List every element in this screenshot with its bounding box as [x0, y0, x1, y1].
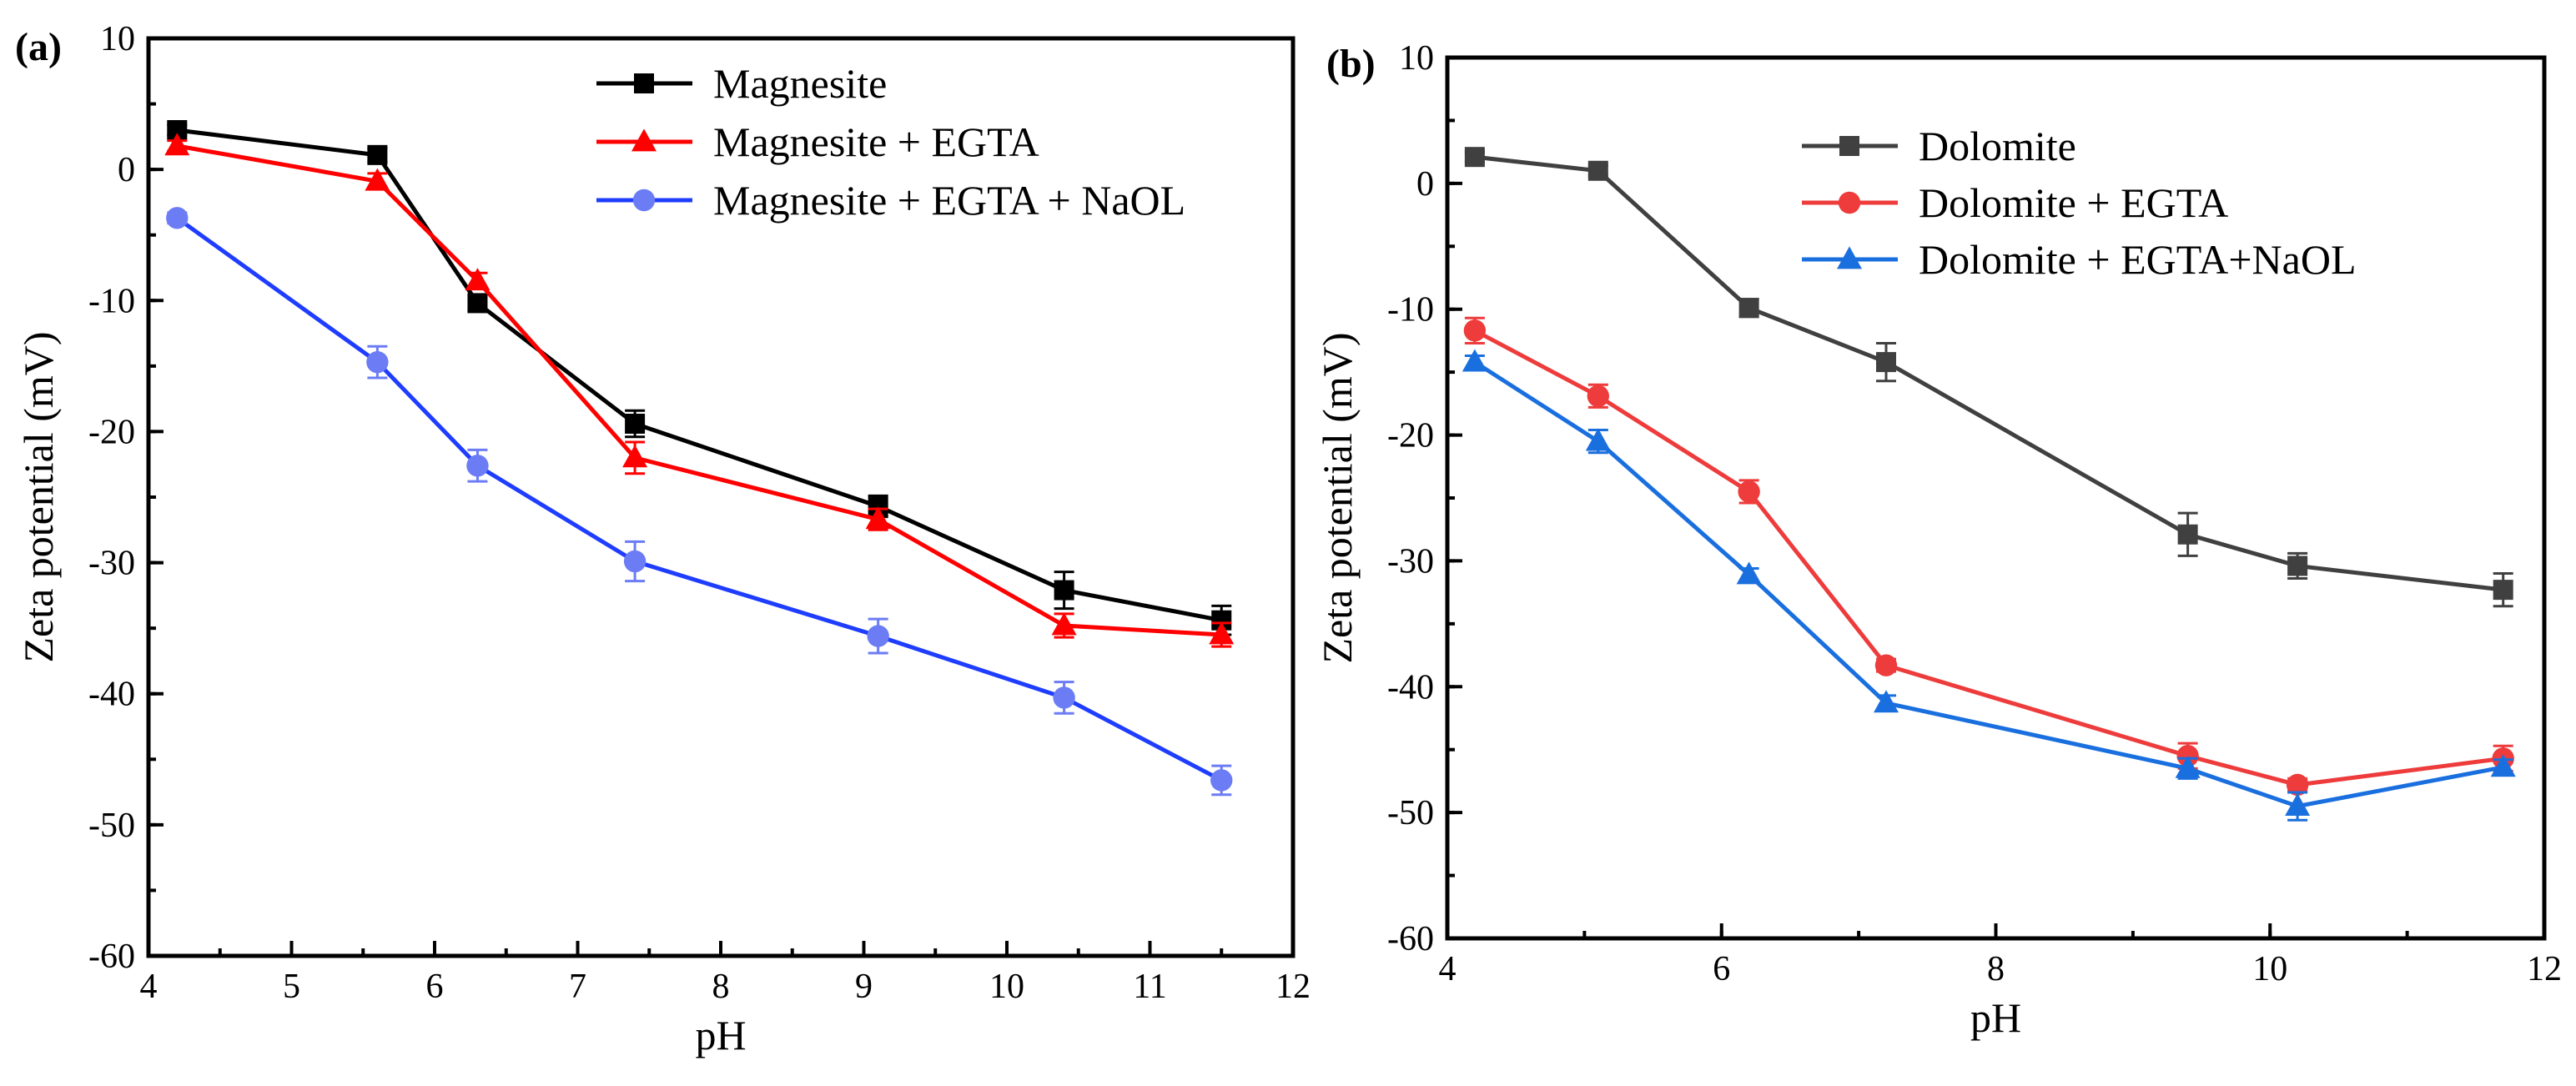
panel-label: (b) — [1326, 42, 1376, 86]
data-point — [1587, 385, 1610, 408]
x-tick-label: 7 — [569, 968, 586, 1006]
data-point — [2285, 793, 2311, 816]
plot-frame — [146, 36, 1296, 958]
legend-label: Dolomite — [1919, 123, 2076, 169]
y-tick-label: -10 — [88, 282, 135, 320]
series-magnesite-egta — [164, 133, 1235, 648]
series-magnesite — [167, 120, 1232, 636]
data-point — [1054, 580, 1074, 601]
data-point — [1209, 621, 1235, 645]
y-axis-label: Zeta potential (mV) — [1314, 332, 1361, 663]
data-point — [164, 133, 190, 156]
data-point — [1874, 690, 1899, 713]
series-magnesite-egta-naol — [166, 207, 1233, 797]
legend-marker — [1837, 246, 1862, 269]
y-tick-label: -10 — [1387, 291, 1434, 329]
data-point — [366, 350, 389, 374]
y-tick-label: 0 — [118, 151, 135, 189]
panel-a-magnesite-chart: (a) 4 5 6 7 8 9 10 11 12 10 0 -10 -20 -30 -40 -50 -60 pH Ze… — [15, 20, 1311, 1058]
data-point — [367, 144, 388, 165]
data-point — [1587, 160, 1608, 181]
data-point — [1463, 319, 1487, 342]
series-dolomite-egta-naol — [1462, 349, 2516, 822]
data-point — [1051, 612, 1077, 636]
x-tick-label: 9 — [855, 968, 873, 1006]
data-point — [1736, 561, 1762, 585]
y-tick-label: 0 — [1416, 165, 1434, 204]
data-point — [1462, 349, 1487, 372]
data-point — [622, 445, 648, 468]
x-tick-label: 6 — [1713, 950, 1730, 988]
legend-label: Magnesite + EGTA + NaOL — [713, 177, 1185, 224]
legend-marker — [631, 128, 657, 152]
legend-label: Dolomite + EGTA — [1919, 179, 2228, 226]
data-point — [2287, 556, 2308, 576]
y-tick-label: -50 — [88, 807, 135, 845]
y-tick-label: 10 — [1399, 39, 1434, 78]
data-point — [623, 550, 647, 573]
x-axis-label: pH — [695, 1012, 746, 1058]
y-axis-label: Zeta potential (mV) — [15, 331, 62, 662]
y-tick-label: -30 — [1387, 542, 1434, 581]
panel-b-dolomite-chart: (b) 4 6 8 10 12 10 0 -10 -20 -30 -40 -50 -60 pH Zeta po… — [1314, 39, 2562, 1041]
legend-marker — [1838, 191, 1861, 214]
data-point — [1210, 769, 1233, 792]
data-point — [2175, 755, 2201, 778]
series-line — [1473, 329, 2504, 787]
data-point — [466, 455, 489, 477]
data-point — [365, 168, 390, 191]
data-point — [465, 268, 491, 291]
series-dolomite — [1464, 147, 2513, 608]
data-point — [1585, 428, 1611, 451]
series-line — [1473, 359, 2504, 809]
x-tick-label: 12 — [1275, 968, 1311, 1006]
legend-label: Dolomite + EGTA+NaOL — [1919, 236, 2357, 283]
plot-frame — [1445, 55, 2547, 941]
x-tick-label: 8 — [712, 968, 730, 1006]
x-tick-label: 5 — [283, 968, 300, 1006]
x-tick-label: 10 — [989, 968, 1024, 1006]
legend-marker — [634, 73, 654, 93]
data-point — [467, 293, 488, 314]
y-tick-label: -60 — [88, 938, 135, 976]
y-tick-label: -50 — [1387, 794, 1434, 832]
y-tick-label: -20 — [1387, 417, 1434, 455]
data-point — [2490, 754, 2516, 777]
data-point — [1464, 147, 1485, 168]
y-tick-label: -60 — [1387, 920, 1434, 958]
x-tick-label: 6 — [426, 968, 444, 1006]
x-axis-label: pH — [1970, 994, 2021, 1041]
y-tick-label: 10 — [100, 20, 135, 58]
data-point — [867, 625, 889, 647]
data-point — [2177, 524, 2198, 545]
legend-label: Magnesite + EGTA — [713, 118, 1039, 165]
panel-label: (a) — [15, 25, 62, 69]
legend-label: Magnesite — [713, 60, 887, 107]
y-tick-label: -40 — [1387, 668, 1434, 706]
x-tick-label: 8 — [1987, 950, 2005, 988]
data-point — [2493, 580, 2513, 601]
data-point — [625, 414, 646, 434]
x-tick-label: 10 — [2252, 950, 2287, 988]
data-point — [1053, 686, 1075, 709]
y-tick-label: -20 — [88, 413, 135, 451]
data-point — [2286, 773, 2309, 797]
legend-marker — [632, 189, 656, 212]
data-point — [1738, 298, 1759, 319]
data-point — [1874, 654, 1898, 676]
data-point — [865, 506, 891, 530]
data-point — [1738, 480, 1760, 503]
x-tick-label: 4 — [140, 968, 158, 1006]
data-point — [1876, 352, 1896, 373]
x-tick-label: 4 — [1439, 950, 1457, 988]
data-point — [166, 207, 189, 229]
x-tick-label: 11 — [1133, 968, 1166, 1006]
y-tick-label: -40 — [88, 676, 135, 714]
x-tick-label: 12 — [2527, 950, 2562, 988]
legend-marker — [1839, 136, 1859, 156]
y-tick-label: -30 — [88, 545, 135, 583]
